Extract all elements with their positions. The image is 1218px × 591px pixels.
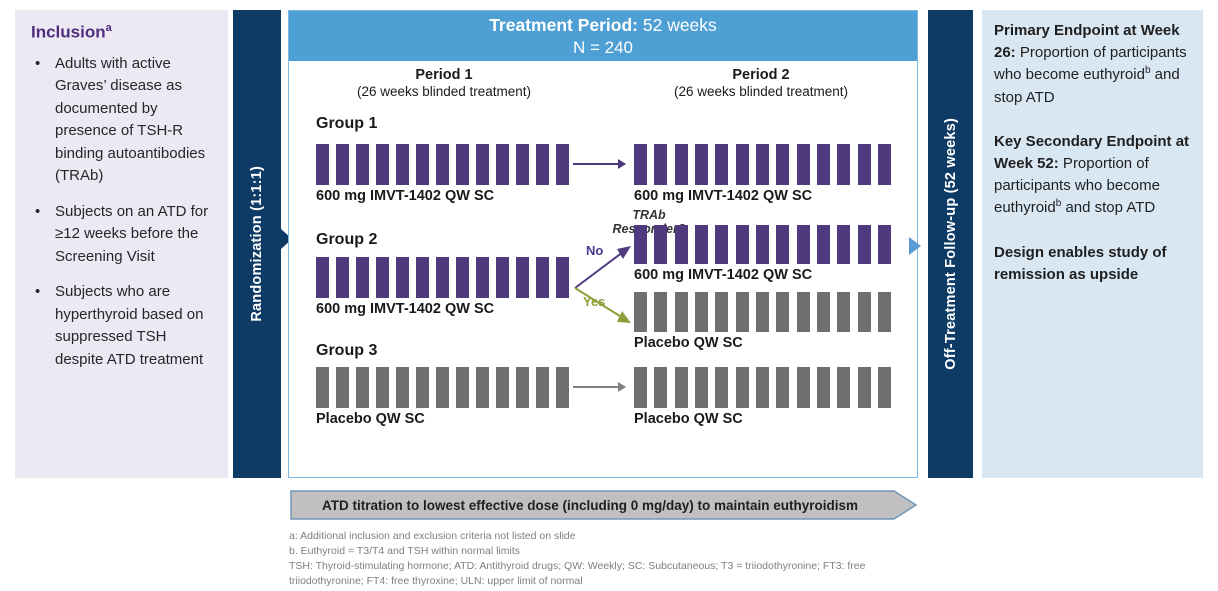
inclusion-criterion: Adults with active Graves’ disease as do… xyxy=(31,53,214,188)
treatment-n-count: N = 240 xyxy=(572,38,633,57)
footnote-b: b. Euthyroid = T3/T4 and TSH within norm… xyxy=(289,545,520,558)
atd-titration-banner: ATD titration to lowest effective dose (… xyxy=(290,490,918,520)
to-followup-arrow-icon xyxy=(909,237,921,255)
endpoints-panel: Primary Endpoint at Week 26: Proportion … xyxy=(982,10,1203,478)
group-3-period-2-dose-ticks xyxy=(634,367,891,408)
branch-yes-label: Yes xyxy=(583,294,606,309)
group-3-period-1-dose-ticks xyxy=(316,367,569,408)
period-2-header: Period 2 (26 weeks blinded treatment) xyxy=(673,67,849,99)
group-2-period-1-dose-ticks xyxy=(316,257,569,298)
responder-branch-arrows-icon xyxy=(574,246,631,323)
randomization-label: Randomization (1:1:1) xyxy=(249,166,265,322)
group-3-period-1-dose-label: Placebo QW SC xyxy=(316,411,425,427)
randomization-arrow-icon xyxy=(281,229,292,249)
group-2-name: Group 2 xyxy=(316,231,378,248)
group-1-name: Group 1 xyxy=(316,115,378,132)
design-note-text: Design enables study of remission as ups… xyxy=(994,243,1167,283)
treatment-period-header: Treatment Period: 52 weeks N = 240 xyxy=(289,11,917,61)
inclusion-title: Inclusiona xyxy=(31,22,112,42)
inclusion-footnote-marker: a xyxy=(105,22,112,34)
inclusion-criterion: Subjects on an ATD for ≥12 weeks before … xyxy=(31,201,214,269)
treatment-period-title: Treatment Period: 52 weeks xyxy=(489,15,717,35)
group-1-continue-arrow-icon xyxy=(573,159,626,169)
branch-no-label: No xyxy=(586,243,604,258)
group-1-period-1-dose-label: 600 mg IMVT-1402 QW SC xyxy=(316,188,495,204)
inclusion-panel: Inclusiona Adults with active Graves’ di… xyxy=(15,10,228,478)
followup-label: Off-Treatment Follow-up (52 weeks) xyxy=(942,118,959,370)
randomization-bar: Randomization (1:1:1) xyxy=(233,10,281,478)
inclusion-criteria-list: Adults with active Graves’ disease as do… xyxy=(31,53,214,372)
secondary-endpoint-text: Key Secondary Endpoint at Week 52: Propo… xyxy=(994,132,1190,217)
treatment-period-box: Treatment Period: 52 weeks N = 240 Perio… xyxy=(288,10,921,478)
footnotes: a: Additional inclusion and exclusion cr… xyxy=(289,529,917,589)
group-2-no-arm-dose-ticks xyxy=(634,225,891,264)
banner-text: ATD titration to lowest effective dose (… xyxy=(321,497,859,513)
group-2-no-arm-dose-label: 600 mg IMVT-1402 QW SC xyxy=(634,267,813,283)
period-1-header: Period 1 (26 weeks blinded treatment) xyxy=(356,67,532,99)
group-2-period-1-dose-label: 600 mg IMVT-1402 QW SC xyxy=(316,301,495,317)
group-3-name: Group 3 xyxy=(316,342,378,359)
group-2-yes-arm-dose-label: Placebo QW SC xyxy=(634,335,743,351)
group-1-period-2-dose-label: 600 mg IMVT-1402 QW SC xyxy=(634,188,813,204)
group-3-continue-arrow-icon xyxy=(573,382,626,392)
followup-bar: Off-Treatment Follow-up (52 weeks) xyxy=(928,10,973,478)
footnote-a: a: Additional inclusion and exclusion cr… xyxy=(289,530,576,542)
banner-arrow-shape-icon xyxy=(290,490,918,520)
group-2-yes-arm-dose-ticks xyxy=(634,292,891,332)
footnote-abbreviations: TSH: Thyroid-stimulating hormone; ATD: A… xyxy=(289,560,866,587)
primary-endpoint-text: Primary Endpoint at Week 26: Proportion … xyxy=(994,22,1187,106)
inclusion-criterion: Subjects who are hyperthyroid based on s… xyxy=(31,281,214,371)
group-1-period-2-dose-ticks xyxy=(634,144,891,185)
group-1-period-1-dose-ticks xyxy=(316,144,569,185)
group-3-period-2-dose-label: Placebo QW SC xyxy=(634,411,743,427)
